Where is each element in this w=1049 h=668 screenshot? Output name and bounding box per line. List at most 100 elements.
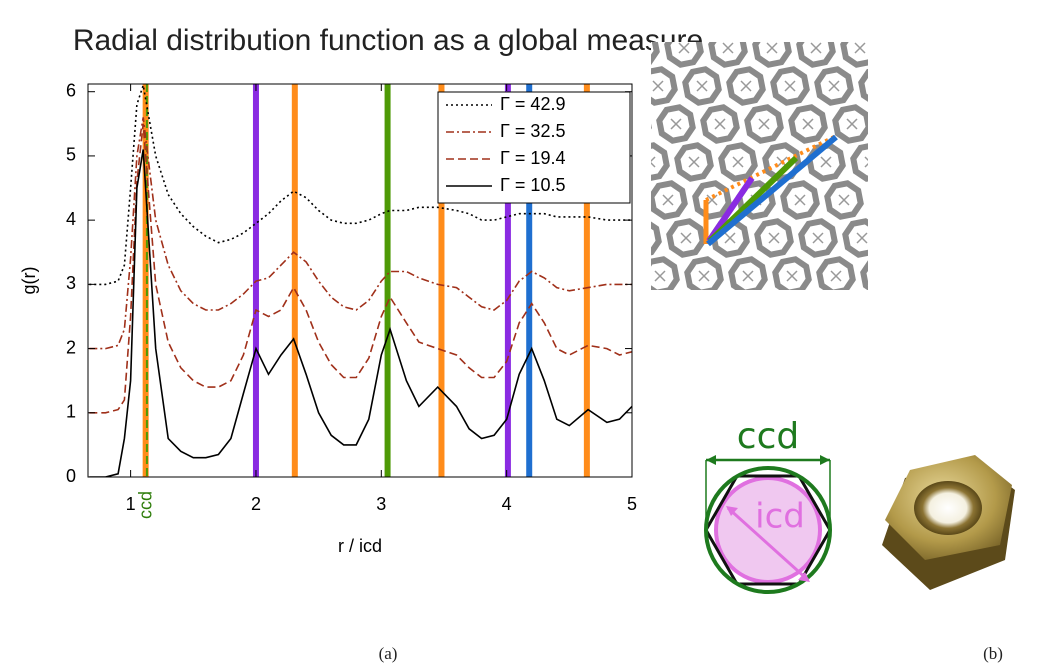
particle-center (662, 194, 674, 206)
particle-center (891, 119, 901, 129)
particle (651, 66, 678, 106)
particle (617, 297, 650, 330)
particle (749, 297, 782, 330)
particle (726, 66, 766, 106)
ccd-label: ccd (737, 416, 799, 457)
particle (708, 42, 748, 68)
particle (692, 180, 732, 220)
particle-center (812, 232, 824, 244)
arrowhead (706, 455, 716, 465)
legend-label: Γ = 19.4 (500, 148, 565, 168)
legend-box (437, 91, 631, 204)
snapshot-line (706, 134, 838, 247)
particle (837, 297, 870, 330)
particle-center (742, 270, 754, 282)
particle (651, 142, 670, 181)
particle (666, 218, 706, 258)
ccd-icd-diagram: ccd icd (704, 416, 832, 594)
particle-center (784, 80, 796, 92)
series-line (89, 117, 632, 350)
caption: (b) (983, 644, 1003, 663)
particle-center (849, 309, 859, 319)
icd-arrow (726, 506, 810, 582)
particle-center (740, 80, 752, 92)
particle (752, 42, 792, 68)
particle-center (899, 43, 909, 53)
caption: (a) (379, 644, 398, 663)
particle-center (714, 118, 726, 130)
particle (664, 42, 704, 68)
particle (754, 218, 794, 258)
particle (705, 297, 738, 330)
y-tick-label: 5 (66, 145, 76, 165)
particle (651, 256, 680, 290)
chart: 1 2 3 4 5 0 1 2 3 4 5 6 r / icd g(r) ccd Γ = 42.9 Γ = 32… (19, 80, 637, 555)
particle-center (901, 233, 911, 243)
particle (889, 221, 922, 254)
particle (887, 31, 920, 64)
particle (744, 104, 784, 144)
particle-center (820, 156, 832, 168)
incircle (714, 476, 822, 584)
particle-center (883, 195, 893, 205)
particle-center (654, 270, 666, 282)
particle (858, 68, 868, 102)
particle-center (696, 80, 708, 92)
particle-center (758, 118, 770, 130)
particle (814, 66, 854, 106)
particle (816, 256, 856, 290)
particle-center (893, 309, 903, 319)
particle (879, 107, 912, 140)
particle (860, 260, 868, 290)
arrowhead (726, 506, 738, 516)
particle-center (810, 42, 822, 54)
particle-center (717, 309, 727, 319)
particle-center (680, 232, 692, 244)
particle-center (875, 271, 885, 281)
x-tick-label: 2 (251, 494, 261, 514)
x-axis-label: r / icd (338, 536, 382, 556)
snapshot-line (706, 176, 755, 243)
particle (871, 183, 904, 216)
particle-center (732, 156, 744, 168)
particle (780, 180, 820, 220)
particle (905, 69, 938, 102)
y-tick-label: 0 (66, 466, 76, 486)
particle-center (761, 309, 771, 319)
x-tick-label: 4 (502, 494, 512, 514)
particle-center (698, 270, 710, 282)
y-tick-label: 3 (66, 273, 76, 293)
particle-center (651, 156, 656, 168)
particle (770, 66, 810, 106)
particle-center (652, 80, 664, 92)
particle-center (637, 233, 647, 243)
particle-center (766, 42, 778, 54)
particle-center (786, 270, 798, 282)
nut-photo (882, 455, 1015, 590)
y-tick-label: 4 (66, 209, 76, 229)
particle (824, 180, 864, 220)
y-tick-label: 1 (66, 402, 76, 422)
particle (796, 42, 836, 68)
particle-center (688, 156, 700, 168)
particle-center (864, 156, 868, 168)
particle (661, 297, 694, 330)
particle-center (838, 194, 850, 206)
particle (728, 256, 768, 290)
particle (651, 221, 662, 256)
particle (842, 218, 868, 258)
particle-center (678, 42, 690, 54)
x-tick-label: 3 (376, 494, 386, 514)
legend-label: Γ = 42.9 (500, 94, 565, 114)
particle (718, 142, 758, 182)
particle-center (611, 271, 621, 281)
particle (656, 104, 696, 144)
arrowhead (798, 572, 810, 582)
particle-center (768, 232, 780, 244)
particle-center (805, 309, 815, 319)
particle (840, 42, 868, 68)
y-axis-label: g(r) (19, 267, 39, 295)
particle (674, 142, 714, 182)
particle-snapshot (611, 31, 938, 330)
